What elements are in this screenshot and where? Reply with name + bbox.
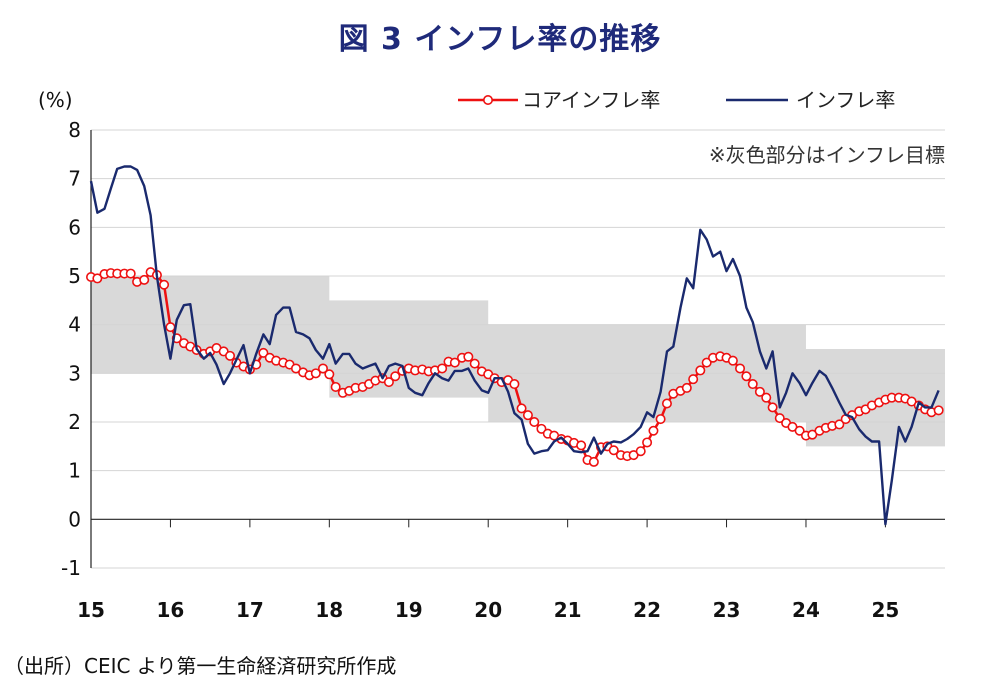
x-tick-label: 17 bbox=[236, 598, 264, 622]
core-inflation-point bbox=[688, 374, 699, 385]
core-inflation-point bbox=[761, 392, 772, 403]
x-tick-label: 20 bbox=[474, 598, 502, 622]
core-inflation-point bbox=[522, 410, 533, 421]
chart-title: 図 3 インフレ率の推移 bbox=[338, 22, 662, 57]
core-inflation-point bbox=[529, 416, 540, 427]
legend: コアインフレ率 インフレ率 bbox=[458, 88, 895, 112]
core-inflation-point bbox=[317, 363, 328, 374]
core-inflation-point bbox=[165, 322, 176, 333]
legend-core-marker bbox=[482, 95, 493, 106]
core-inflation-point bbox=[735, 363, 746, 374]
x-tick-label: 21 bbox=[554, 598, 582, 622]
x-tick-label: 19 bbox=[395, 598, 423, 622]
legend-core-label: コアインフレ率 bbox=[522, 88, 660, 112]
core-inflation-point bbox=[125, 268, 136, 279]
core-inflation-point bbox=[449, 357, 460, 368]
x-tick-label: 16 bbox=[157, 598, 185, 622]
inflation-target-band bbox=[91, 276, 945, 447]
core-inflation-point bbox=[225, 350, 236, 361]
inflation-line bbox=[89, 165, 940, 526]
x-tick-label: 23 bbox=[713, 598, 741, 622]
core-inflation-point bbox=[258, 347, 269, 358]
y-tick-label: 6 bbox=[68, 215, 81, 239]
core-inflation-point bbox=[310, 368, 321, 379]
x-tick-label: 24 bbox=[792, 598, 820, 622]
core-inflation-point bbox=[648, 425, 659, 436]
core-inflation-point bbox=[509, 379, 520, 390]
y-tick-label: 7 bbox=[68, 167, 81, 191]
core-inflation-point bbox=[747, 379, 758, 390]
core-inflation-point bbox=[741, 371, 752, 382]
core-inflation-point bbox=[437, 363, 448, 374]
core-inflation-point bbox=[536, 423, 547, 434]
core-inflation-point bbox=[655, 414, 666, 425]
y-tick-label: -1 bbox=[61, 556, 81, 580]
x-tick-label: 22 bbox=[633, 598, 661, 622]
y-tick-label: 3 bbox=[68, 361, 81, 385]
core-inflation-point bbox=[933, 405, 944, 416]
core-inflation-point bbox=[608, 445, 619, 456]
x-tick-label: 25 bbox=[871, 598, 899, 622]
core-inflation-point bbox=[774, 413, 785, 424]
core-inflation-point bbox=[642, 437, 653, 448]
core-inflation-point bbox=[681, 382, 692, 393]
core-inflation-point bbox=[576, 440, 587, 451]
x-tick-label: 18 bbox=[315, 598, 343, 622]
grid-lines bbox=[91, 129, 945, 569]
y-tick-label: 5 bbox=[68, 264, 81, 288]
core-inflation-point bbox=[767, 402, 778, 413]
core-inflation-point bbox=[588, 456, 599, 467]
core-inflation-point bbox=[516, 403, 527, 414]
target-band-area bbox=[91, 276, 945, 447]
target-band-note: ※灰色部分はインフレ目標 bbox=[709, 143, 945, 167]
source-note: （出所）CEIC より第一生命経済研究所作成 bbox=[4, 654, 397, 678]
series-layer bbox=[86, 165, 944, 526]
core-inflation-point bbox=[794, 425, 805, 436]
y-tick-label: 4 bbox=[68, 313, 81, 337]
core-inflation-point bbox=[92, 273, 103, 284]
core-inflation-point bbox=[661, 398, 672, 409]
y-tick-label: 8 bbox=[68, 118, 81, 142]
core-inflation-point bbox=[834, 419, 845, 430]
y-tick-label: 0 bbox=[68, 507, 81, 531]
core-inflation-point bbox=[383, 377, 394, 388]
x-tick-label: 15 bbox=[77, 598, 105, 622]
core-inflation-point bbox=[469, 358, 480, 369]
core-inflation-point bbox=[139, 274, 150, 285]
core-inflation-point bbox=[463, 351, 474, 362]
y-tick-label: 1 bbox=[68, 459, 81, 483]
y-axis-label: (%) bbox=[38, 88, 73, 112]
core-inflation-point bbox=[727, 355, 738, 366]
core-inflation-point bbox=[701, 357, 712, 368]
core-inflation-point bbox=[695, 365, 706, 376]
core-inflation-point bbox=[159, 279, 170, 290]
core-inflation-point bbox=[390, 371, 401, 382]
core-inflation-point bbox=[754, 386, 765, 397]
core-inflation-point bbox=[635, 446, 646, 457]
y-tick-label: 2 bbox=[68, 410, 81, 434]
core-inflation-point bbox=[324, 369, 335, 380]
legend-inflation-label: インフレ率 bbox=[796, 88, 895, 112]
core-inflation-point bbox=[330, 381, 341, 392]
